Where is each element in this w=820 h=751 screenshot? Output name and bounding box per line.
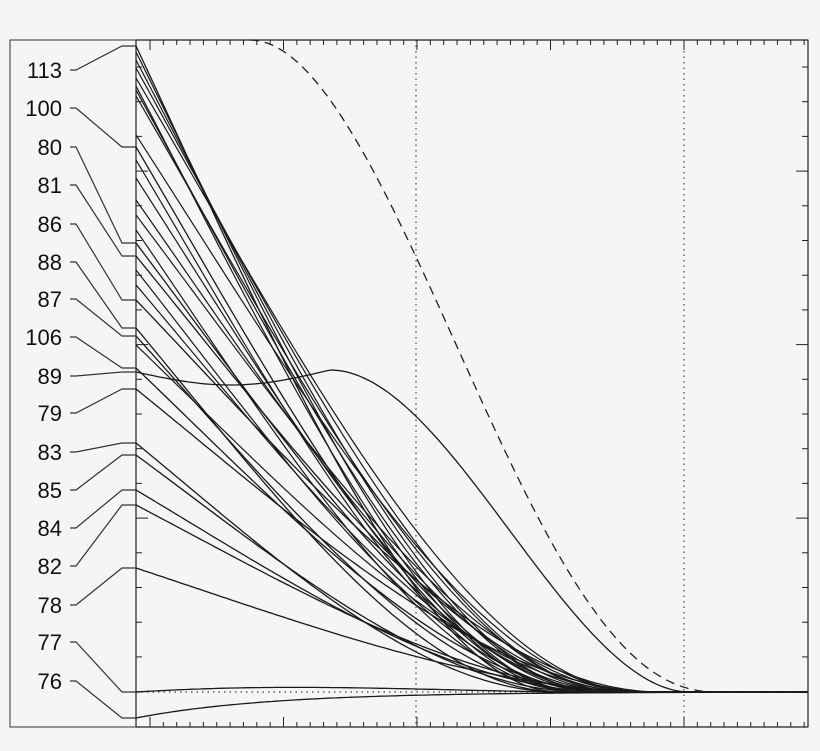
series-label-86: 86	[38, 212, 62, 237]
outer-frame	[9, 39, 809, 728]
leader-line	[70, 45, 136, 71]
series-label-100: 100	[25, 96, 62, 121]
series-label-80: 80	[38, 135, 62, 160]
series-label-106: 106	[25, 325, 62, 350]
series-labels: 113 100 80 81 86 88 87 106 89 79 83 85 84 82 78 77 76	[25, 58, 62, 694]
series-label-113: 113	[27, 58, 62, 83]
leader-line	[70, 184, 136, 257]
leader-line	[70, 567, 136, 606]
series-label-89: 89	[38, 364, 62, 389]
leader-line	[70, 388, 136, 414]
leader-line	[70, 298, 136, 337]
leader-line	[70, 371, 136, 377]
series-label-77: 77	[38, 630, 62, 655]
leader-line	[70, 489, 136, 529]
data-curves	[135, 39, 808, 719]
leader-line	[70, 641, 136, 693]
series-label-79: 79	[38, 401, 62, 426]
series-label-83: 83	[38, 440, 62, 465]
leader-line	[70, 504, 136, 567]
series-label-85: 85	[38, 478, 62, 503]
leader-line	[70, 442, 136, 453]
leader-line	[70, 680, 136, 719]
leader-line	[70, 261, 136, 329]
label-leader-lines	[70, 45, 136, 719]
series-label-82: 82	[38, 554, 62, 579]
leader-line	[70, 223, 136, 301]
series-label-76: 76	[38, 669, 62, 694]
series-label-88: 88	[38, 250, 62, 275]
leader-line	[70, 146, 136, 244]
leader-line	[70, 454, 136, 491]
series-label-84: 84	[38, 516, 62, 541]
fan-curve	[135, 344, 808, 693]
leader-line	[70, 336, 136, 369]
leader-line	[70, 107, 136, 148]
series-label-81: 81	[38, 173, 62, 198]
dashed-reference-curve	[249, 39, 806, 693]
series-label-78: 78	[38, 593, 62, 618]
series-label-87: 87	[38, 287, 62, 312]
reference-lines	[136, 40, 808, 727]
